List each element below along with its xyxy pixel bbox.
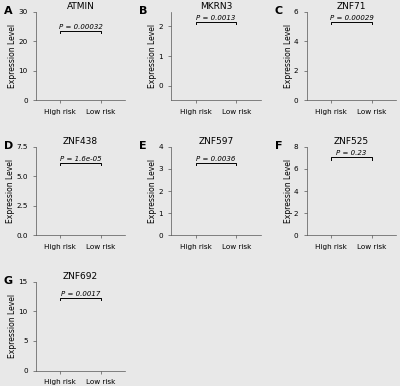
Y-axis label: Expression Level: Expression Level [284, 159, 292, 223]
Text: P = 0.0017: P = 0.0017 [61, 291, 100, 297]
Title: ZNF597: ZNF597 [198, 137, 234, 146]
Text: P = 0.00032: P = 0.00032 [59, 24, 102, 30]
Text: D: D [4, 141, 13, 151]
Y-axis label: Expression Level: Expression Level [8, 294, 17, 358]
Title: ZNF71: ZNF71 [337, 2, 366, 11]
Title: ZNF438: ZNF438 [63, 137, 98, 146]
Text: F: F [275, 141, 282, 151]
Text: E: E [139, 141, 147, 151]
Y-axis label: Expression Level: Expression Level [284, 24, 292, 88]
Y-axis label: Expression Level: Expression Level [148, 24, 157, 88]
Text: P = 1.6e-05: P = 1.6e-05 [60, 156, 101, 162]
Text: P = 0.0013: P = 0.0013 [196, 15, 236, 21]
Y-axis label: Expression Level: Expression Level [6, 159, 15, 223]
Y-axis label: Expression Level: Expression Level [8, 24, 17, 88]
Y-axis label: Expression Level: Expression Level [148, 159, 157, 223]
Text: A: A [4, 6, 12, 16]
Title: ZNF692: ZNF692 [63, 272, 98, 281]
Text: B: B [139, 6, 148, 16]
Text: G: G [4, 276, 13, 286]
Title: ZNF525: ZNF525 [334, 137, 369, 146]
Title: MKRN3: MKRN3 [200, 2, 232, 11]
Text: P = 0.0036: P = 0.0036 [196, 156, 236, 162]
Text: P = 0.23: P = 0.23 [336, 151, 367, 156]
Text: P = 0.00029: P = 0.00029 [330, 15, 373, 21]
Text: C: C [275, 6, 283, 16]
Title: ATMIN: ATMIN [67, 2, 94, 11]
